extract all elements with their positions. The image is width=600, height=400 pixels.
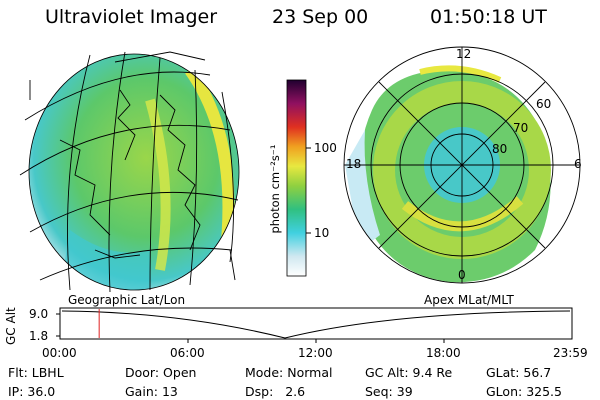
instrument-title: Ultraviolet Imager xyxy=(45,6,218,28)
mlat-label-80: 80 xyxy=(492,142,508,156)
timeline-xtick-0600: 06:00 xyxy=(170,346,205,360)
mlt-label-0: 0 xyxy=(458,268,466,282)
mlt-label-6: 6 xyxy=(574,157,582,171)
info-glon: GLon: 325.5 xyxy=(486,384,562,399)
timeline-ytick-low: 1.8 xyxy=(29,329,49,343)
mlat-label-60: 60 xyxy=(536,97,552,111)
timeline-ytick-high: 9.0 xyxy=(29,307,49,321)
colorbar-tick-100: 100 xyxy=(314,141,337,155)
mlat-mlt-grid xyxy=(343,46,581,284)
info-glat: GLat: 56.7 xyxy=(486,365,552,380)
info-flt: Flt: LBHL xyxy=(8,365,64,380)
colorbar-tick-10: 10 xyxy=(314,226,330,240)
lat-lon-grid xyxy=(19,51,239,293)
date-text: 23 Sep 00 xyxy=(272,6,369,28)
info-gc-alt: GC Alt: 9.4 Re xyxy=(365,365,453,380)
timeline-xtick-0000: 00:00 xyxy=(42,346,77,360)
info-ip: IP: 36.0 xyxy=(8,384,56,399)
altitude-curve xyxy=(61,310,571,339)
mlat-label-70: 70 xyxy=(513,121,529,135)
colorbar-scale xyxy=(286,79,307,277)
polar-panel-label: Apex MLat/MLT xyxy=(424,293,514,307)
timeline-xtick-1800: 18:00 xyxy=(426,346,461,360)
geo-panel-label: Geographic Lat/Lon xyxy=(68,293,186,307)
info-mode: Mode: Normal xyxy=(245,365,333,380)
timeline-xtick-1200: 12:00 xyxy=(298,346,333,360)
mlt-label-18: 18 xyxy=(346,157,362,171)
info-gain: Gain: 13 xyxy=(125,384,178,399)
timeline-axis-label: GC Alt xyxy=(4,307,18,345)
info-seq: Seq: 39 xyxy=(365,384,413,399)
info-dsp: Dsp: 2.6 xyxy=(245,384,306,399)
mlt-label-12: 12 xyxy=(456,47,472,61)
info-door: Door: Open xyxy=(125,365,197,380)
coastline xyxy=(59,89,201,259)
time-text: 01:50:18 UT xyxy=(430,6,547,28)
timeline-xtick-2359: 23:59 xyxy=(553,346,588,360)
